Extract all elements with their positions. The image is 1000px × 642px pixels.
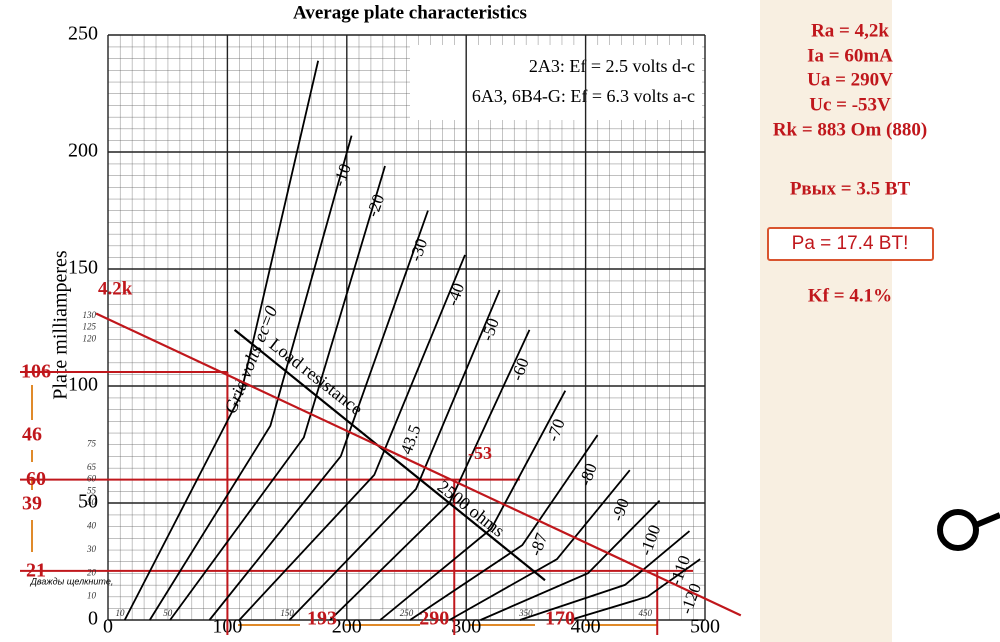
scribble: 50 (87, 497, 97, 507)
scribble: 40 (87, 520, 97, 530)
curve (569, 558, 701, 621)
annotation: 170 (545, 608, 575, 630)
panel-line: Rk = 883 Om (880) (773, 119, 927, 140)
side-panel-bg (760, 0, 892, 642)
curve (409, 434, 599, 621)
note: Дважды щелкните, (30, 576, 114, 586)
legend-box (410, 45, 702, 120)
scribble: 120 (83, 333, 97, 343)
curve (149, 135, 353, 621)
scribble: 150 (280, 608, 294, 618)
curve (288, 289, 501, 621)
scribble: 20 (87, 567, 97, 577)
y-tick-label: 100 (68, 374, 98, 396)
curve (123, 60, 320, 621)
annotation: -53 (468, 443, 492, 463)
x-tick-label: 500 (690, 616, 720, 638)
boxed-frame (767, 227, 934, 261)
marker-label: 21 (26, 559, 46, 581)
curve (169, 165, 386, 621)
annotation: 46 (22, 424, 42, 446)
y-tick-label: 150 (68, 257, 98, 279)
curve-label: 4.2k (98, 278, 133, 299)
x-tick-label: 400 (571, 616, 601, 638)
scribble: 30 (86, 544, 97, 554)
annotation: 39 (22, 493, 42, 515)
scribble: 60 (87, 474, 97, 484)
legend-line: 2A3: Ef = 2.5 volts d-c (529, 56, 695, 76)
curve (519, 530, 691, 621)
side-panel (767, 227, 934, 261)
scribble: 450 (639, 608, 653, 618)
x-tick-label: 0 (103, 616, 113, 638)
scribble: 130 (83, 310, 97, 320)
panel-boxed: Pa = 17.4 BT! (792, 233, 909, 254)
curve (208, 210, 429, 621)
curve (449, 469, 631, 621)
chart-title: Average plate characteristics (293, 2, 527, 23)
panel-line: Ra = 4,2k (811, 20, 889, 41)
y-tick-label: 200 (68, 140, 98, 162)
curve (379, 390, 567, 621)
scribble: 250 (400, 608, 414, 618)
legend-line: 6A3, 6B4-G: Ef = 6.3 volts a-c (472, 86, 695, 106)
scribble: 65 (87, 462, 97, 472)
curve (233, 328, 546, 582)
panel-line: Kf = 4.1% (808, 285, 892, 306)
scribble: 75 (87, 439, 97, 449)
scribble: 10 (87, 591, 97, 601)
terminal-symbol (937, 509, 1000, 551)
scribble: 10 (115, 608, 125, 618)
x-tick-label: 300 (451, 616, 481, 638)
curve (95, 312, 742, 617)
panel-line: Pвых = 3.5 BT (790, 178, 911, 199)
scribble: 125 (83, 322, 97, 332)
curve (480, 500, 661, 621)
y-tick-label: 50 (78, 491, 98, 513)
graph-paper (108, 35, 705, 620)
marker-label: 60 (26, 468, 46, 490)
panel-line: Ia = 60mA (807, 45, 893, 66)
annotation: 193 (307, 608, 337, 630)
y-axis-label: Plate milliamperes (50, 250, 72, 400)
marker-label: 106 (21, 361, 51, 383)
marker-label: 290 (419, 608, 449, 630)
x-tick-label: 200 (332, 616, 362, 638)
scribble: 50 (163, 608, 173, 618)
scribble: 350 (518, 608, 533, 618)
y-tick-label: 0 (88, 608, 98, 630)
panel-line: Uc = -53V (809, 94, 891, 115)
y-tick-label: 250 (68, 23, 98, 45)
curve (238, 254, 466, 621)
scribble: 55 (87, 485, 97, 495)
panel-line: Ua = 290V (807, 69, 893, 90)
